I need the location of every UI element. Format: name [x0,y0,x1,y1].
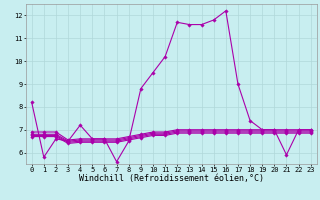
X-axis label: Windchill (Refroidissement éolien,°C): Windchill (Refroidissement éolien,°C) [79,174,264,183]
